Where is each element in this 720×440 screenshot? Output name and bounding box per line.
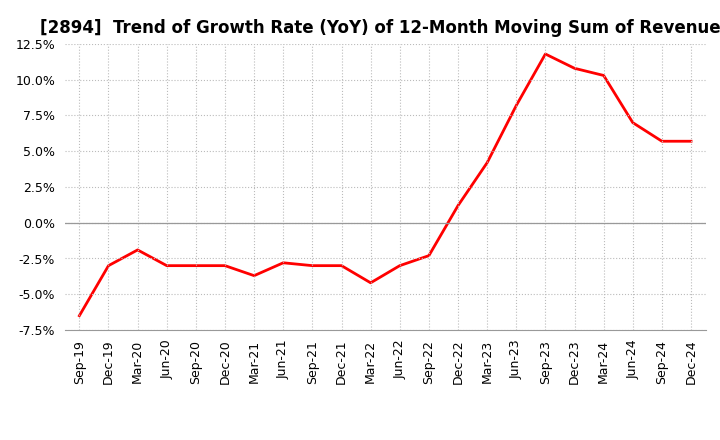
Title: [2894]  Trend of Growth Rate (YoY) of 12-Month Moving Sum of Revenues: [2894] Trend of Growth Rate (YoY) of 12-…: [40, 19, 720, 37]
